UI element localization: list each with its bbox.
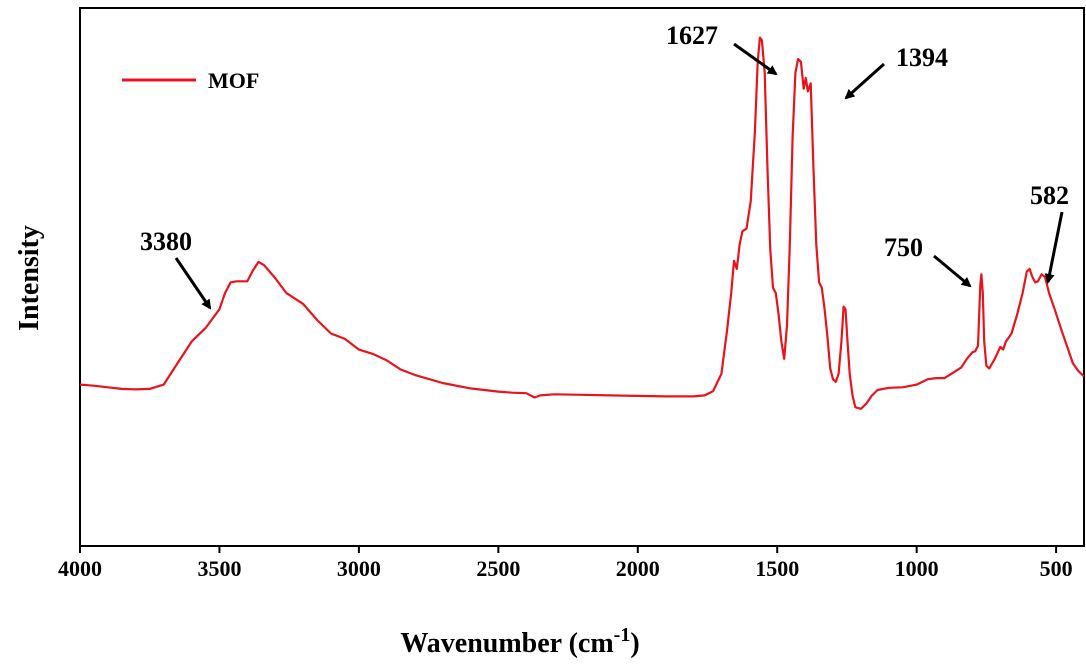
- x-tick-label-4000: 4000: [58, 556, 102, 581]
- x-tick-label-2000: 2000: [616, 556, 660, 581]
- x-axis-title-superscript: -1: [614, 624, 631, 646]
- annotation-arrow-750: [933, 254, 972, 288]
- annotation-3380: 3380: [140, 227, 192, 256]
- x-axis-title-main: Wavenumber (cm: [400, 628, 613, 659]
- annotation-arrow-1627: [733, 42, 778, 76]
- x-tick-label-3500: 3500: [197, 556, 241, 581]
- x-tick-label-1000: 1000: [895, 556, 939, 581]
- x-tick-label-2500: 2500: [476, 556, 520, 581]
- plot-area: [79, 7, 1085, 547]
- legend: MOF: [122, 68, 259, 93]
- annotation-582: 582: [1030, 181, 1069, 210]
- x-tick-label-1500: 1500: [755, 556, 799, 581]
- annotation-arrow-582: [1044, 211, 1064, 284]
- legend-label-mof: MOF: [208, 68, 259, 93]
- x-axis-tick-labels: 4000 3500 3000 2500 2000 1500 1000 500: [58, 556, 1073, 581]
- annotation-1627: 1627: [666, 21, 718, 50]
- annotation-arrow-1394: [844, 62, 886, 100]
- annotation-1394: 1394: [896, 43, 948, 72]
- x-axis-title: Wavenumber (cm-1): [400, 624, 639, 659]
- annotation-750: 750: [884, 233, 923, 262]
- annotation-arrow-3380: [174, 257, 212, 310]
- x-axis-title-suffix: ): [630, 628, 639, 659]
- annotations: 3380 1627 1394 750 582: [140, 21, 1069, 310]
- x-tick-label-3000: 3000: [337, 556, 381, 581]
- x-tick-label-500: 500: [1040, 556, 1073, 581]
- y-axis-title: Intensity: [14, 225, 45, 331]
- x-axis-ticks: [79, 546, 1058, 553]
- series-line-mof: [79, 36, 1085, 410]
